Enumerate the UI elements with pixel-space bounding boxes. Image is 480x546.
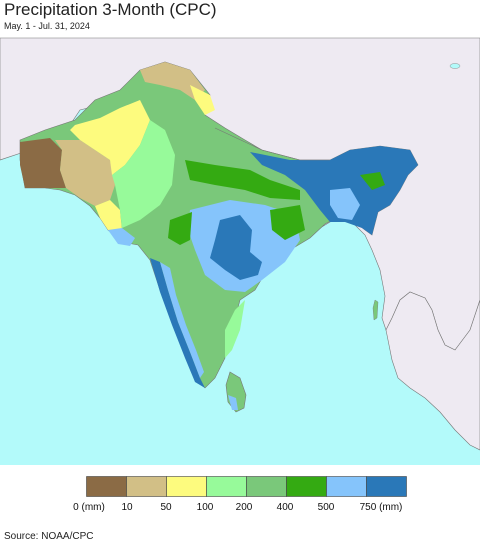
region-dry (55, 140, 115, 206)
region-light-green-pakistan (112, 120, 175, 228)
legend-label: 400 (276, 502, 294, 513)
region-west-coast-darkblue (150, 258, 205, 388)
region-west-coast-blue (160, 262, 204, 378)
region-yellow-south-pakistan (95, 200, 122, 230)
legend-colorbar (86, 476, 407, 497)
header-background (0, 0, 480, 38)
region-northeast-green (360, 172, 385, 190)
region-kashmir-yellow (190, 85, 215, 115)
region-central-india-darkblue (210, 215, 262, 280)
sri-lanka-wet-zone (228, 395, 238, 410)
legend-swatch (246, 476, 287, 497)
legend-swatch (366, 476, 407, 497)
legend-label: 0 (mm) (73, 502, 105, 513)
legend-label: 500 (317, 502, 335, 513)
region-southeast-lightgreen (225, 300, 245, 358)
region-north-india-green (185, 160, 300, 200)
legend-swatch (86, 476, 127, 497)
legend-swatch (286, 476, 327, 497)
region-central-green (168, 212, 192, 245)
legend-swatch (206, 476, 247, 497)
legend-swatch (126, 476, 167, 497)
date-range: May. 1 - Jul. 31, 2024 (4, 21, 90, 31)
region-yellow-pakistan (70, 100, 150, 175)
region-bangladesh-blue (330, 188, 360, 220)
nepal-border (214, 127, 330, 161)
region-east-central-green (270, 205, 305, 240)
legend-label: 10 (121, 502, 133, 513)
legend-label: 50 (160, 502, 172, 513)
legend-label: 750 (mm) (359, 502, 403, 513)
region-gujarat-blue (108, 228, 135, 246)
lake (449, 63, 461, 69)
land-southeast-asia (385, 291, 480, 451)
legend-swatch (166, 476, 207, 497)
legend-label: 200 (235, 502, 253, 513)
region-very-dry (20, 138, 66, 188)
page-title: Precipitation 3-Month (CPC) (4, 0, 217, 19)
region-kashmir-tan (140, 62, 205, 100)
andaman-islands (372, 299, 379, 321)
legend-label: 100 (196, 502, 214, 513)
legend-swatch (326, 476, 367, 497)
source-credit: Source: NOAA/CPC (4, 531, 94, 542)
